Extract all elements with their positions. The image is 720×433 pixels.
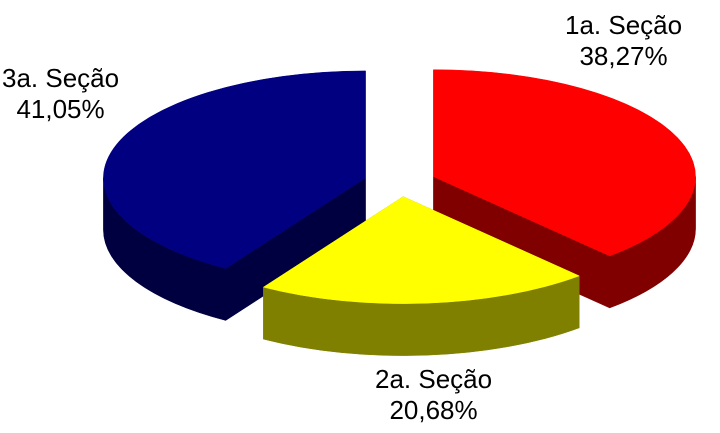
slice-percent: 38,27%: [579, 41, 668, 71]
slice-label-1a-secao: 1a. Seção 38,27%: [565, 10, 682, 72]
slice-label-2a-secao: 2a. Seção 20,68%: [375, 364, 492, 426]
slice-name: 2a. Seção: [375, 364, 493, 394]
slice-top: [433, 69, 696, 257]
slice-percent: 20,68%: [389, 395, 478, 425]
slice-top: [103, 70, 366, 269]
slice-top: [262, 196, 580, 304]
slice-name: 1a. Seção: [565, 10, 683, 40]
slice-name: 3a. Seção: [2, 63, 120, 93]
pie-slice-2: [262, 196, 580, 356]
pie-slice-3: [103, 70, 366, 321]
slice-percent: 41,05%: [16, 94, 105, 124]
slice-label-3a-secao: 3a. Seção 41,05%: [2, 63, 119, 125]
